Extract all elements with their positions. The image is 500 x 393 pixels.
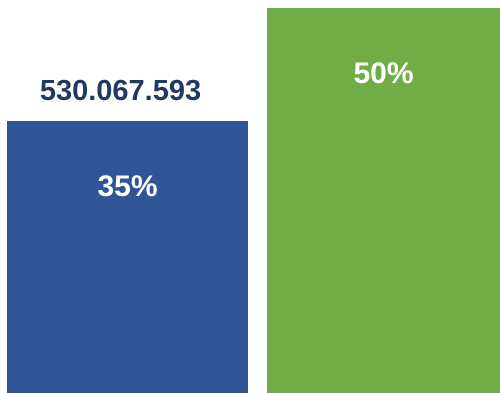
bar-2-percent-label: 50% (353, 57, 413, 90)
bar-1 (7, 121, 248, 393)
bar-1-value-label: 530.067.593 (40, 75, 201, 107)
bar-2 (267, 8, 500, 393)
bar-1-percent-label: 35% (97, 170, 157, 203)
